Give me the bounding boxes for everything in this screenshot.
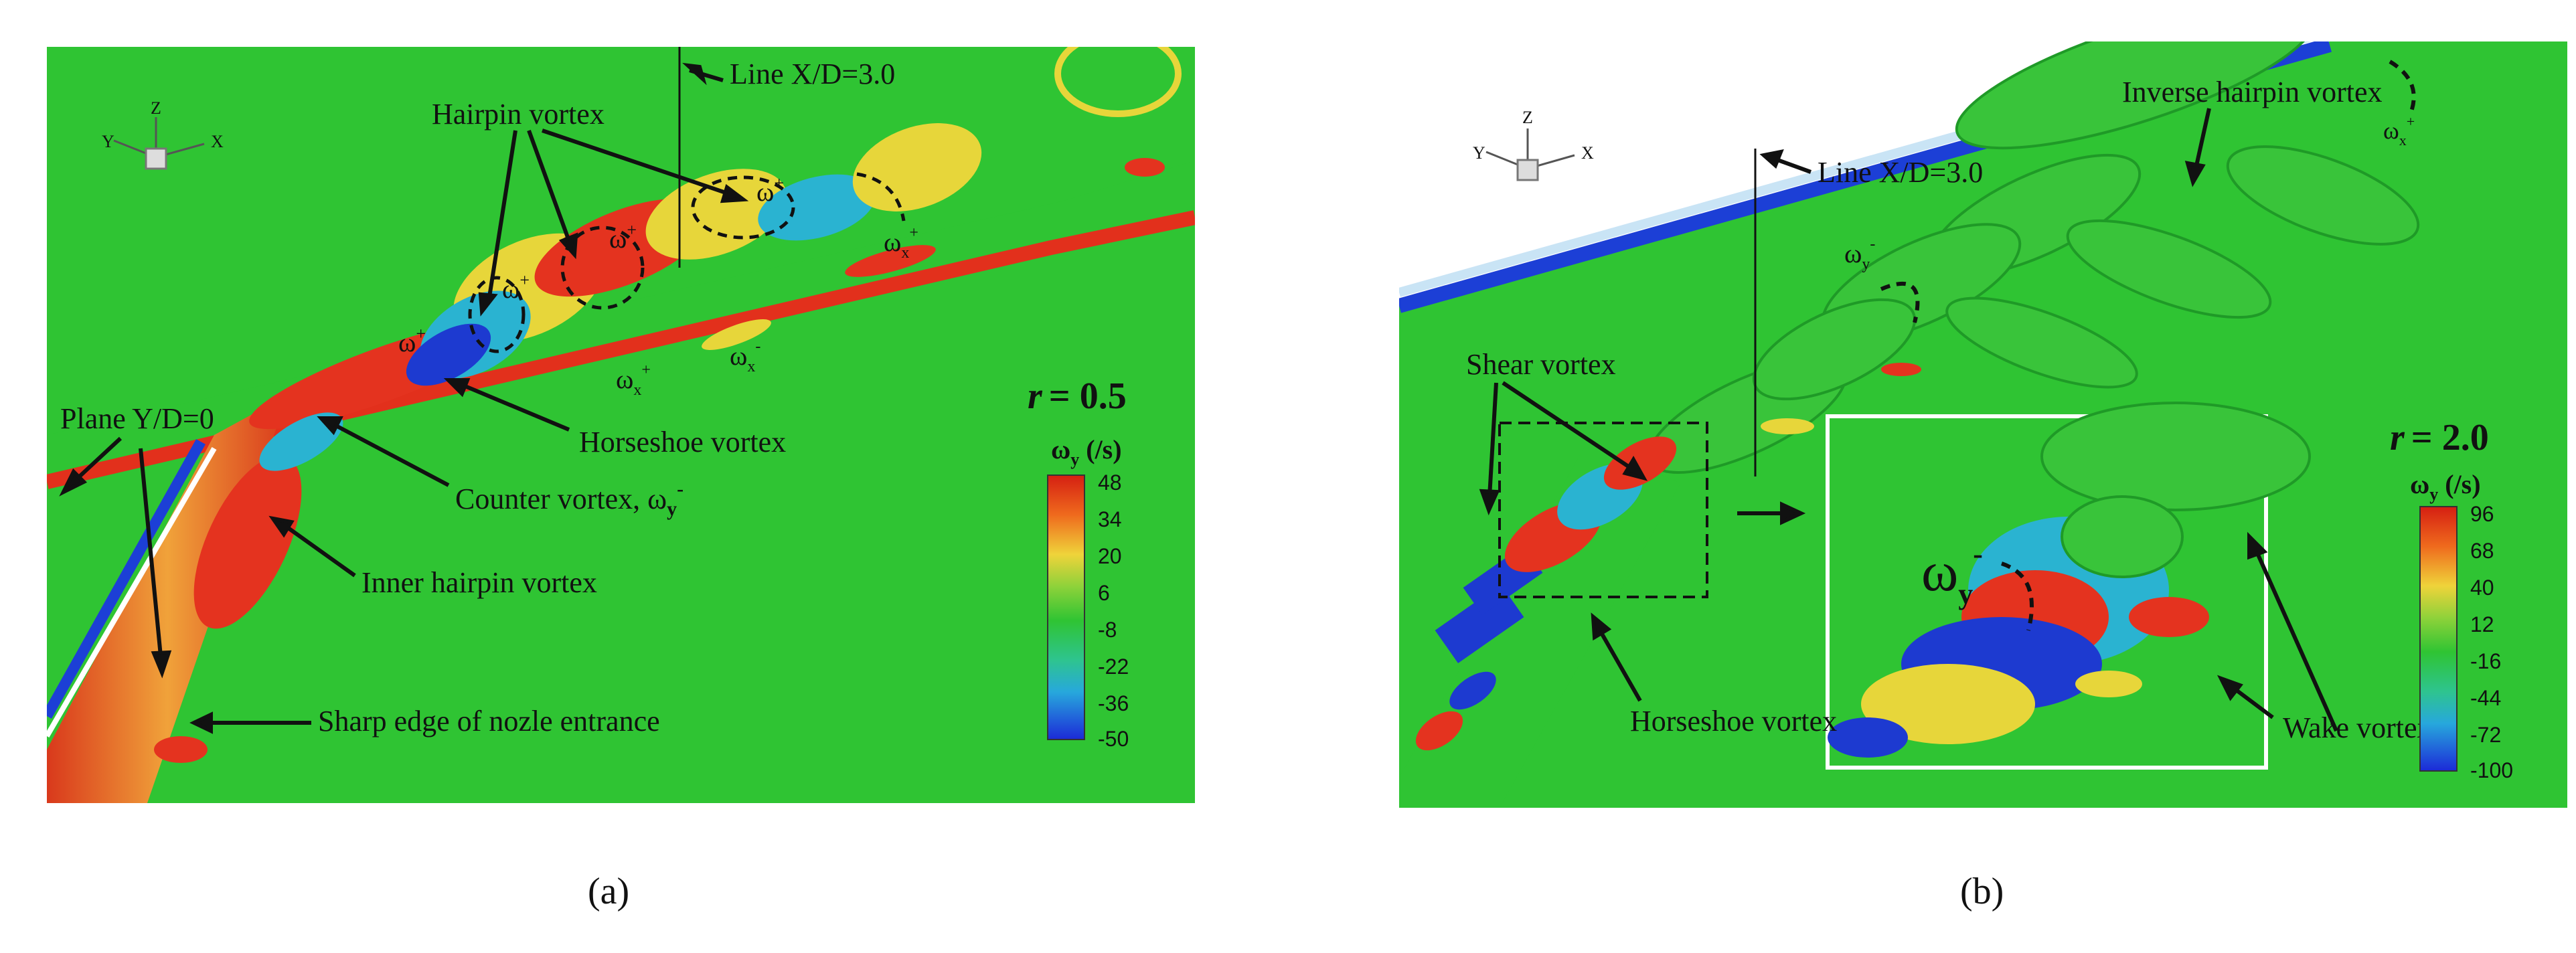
colorbar-b-tick-4: -16 (2470, 649, 2501, 673)
omega-plus-4: ω+ (756, 173, 784, 207)
axis-y-label: Y (102, 132, 114, 151)
hairpin-vortex-label: Hairpin vortex (432, 98, 605, 131)
axis-x-label: X (1581, 143, 1594, 163)
omega-x-minus: ωx- (730, 338, 760, 375)
axis-x-label: X (211, 132, 224, 151)
horseshoe-vortex-label: Horseshoe vortex (1630, 705, 1837, 738)
dashed-loops-b (1880, 60, 2416, 631)
colorbar-title-a: ωy (/s) (1051, 434, 1122, 469)
vortex-structures (154, 47, 1182, 763)
axis-z-label: Z (1522, 108, 1533, 127)
caption-a: (a) (588, 871, 630, 912)
colorbar-b-tick-3: 12 (2470, 612, 2494, 636)
colorbar-a-tick-4: -8 (1098, 618, 1117, 642)
line-x3-label: Line X/D=3.0 (730, 58, 895, 90)
colorbar-b-tick-2: 40 (2470, 576, 2494, 600)
line-x3-label: Line X/D=3.0 (1818, 156, 1983, 189)
colorbar-a-tick-6: -36 (1098, 691, 1129, 715)
panel-a-svg: Z Y X Line X/D= (47, 47, 1195, 803)
lower-vortex-structures (1399, 363, 1921, 808)
colorbar-a-tick-5: -22 (1098, 655, 1129, 679)
inset-zoom-view (1826, 402, 2311, 770)
annotation-arrows-b (1479, 108, 2338, 732)
inset-region-box (1498, 422, 1708, 598)
inner-hairpin-vortex-label: Inner hairpin vortex (361, 566, 597, 599)
colorbar-a-tick-0: 48 (1098, 470, 1122, 495)
sharp-edge-label: Sharp edge of nozle entrance (318, 705, 660, 738)
colorbar-a-tick-3: 6 (1098, 581, 1110, 605)
colorbar-b-tick-7: -100 (2470, 758, 2513, 782)
panel-b-svg: Z Y X Line X/D=3.0 Inverse hairpin vort (1399, 41, 2567, 808)
omega-plus-1: ω+ (398, 324, 426, 357)
annotation-arrows-a (59, 62, 749, 734)
colorbar-b-tick-6: -72 (2470, 723, 2501, 747)
panel-a-figure: Z Y X Line X/D= (47, 47, 1195, 803)
jet-tube-edge-blue (47, 439, 206, 719)
shear-vortex-label: Shear vortex (1466, 348, 1616, 381)
omega-plus-2: ω+ (502, 270, 530, 304)
flow-field-background (47, 47, 1195, 803)
caption-b: (b) (1960, 871, 2004, 912)
omega-x-plus-2: ωx+ (616, 361, 651, 399)
colorbar-a-tick-1: 34 (1098, 507, 1122, 531)
panel-b-figure: Z Y X Line X/D=3.0 Inverse hairpin vort (1399, 41, 2567, 808)
colorbar-a-tick-2: 20 (1098, 544, 1122, 568)
axes-triad (113, 117, 205, 170)
jet-tube-edge-white (47, 446, 217, 738)
inverse-hairpin-vortex-label: Inverse hairpin vortex (2122, 76, 2383, 108)
plane-y0-label: Plane Y/D=0 (60, 402, 214, 435)
colorbar-ticks-b: 96 68 40 12 -16 -44 -72 -100 (2470, 502, 2513, 782)
colorbar-a (1047, 474, 1085, 740)
r-ratio-label-a: r = 0.5 (1028, 375, 1127, 417)
omega-y-minus-inset: ωy- (1921, 537, 1983, 610)
wake-vortex-label: Wake vortex (2283, 711, 2431, 744)
axis-z-label: Z (151, 98, 161, 118)
colorbar-title-b: ωy (/s) (2410, 469, 2481, 504)
omega-y-minus-1: ωy- (1844, 236, 1875, 273)
colorbar-b (2419, 506, 2458, 772)
colorbar-b-tick-5: -44 (2470, 686, 2501, 710)
omega-annotations-a: ω+ ω+ ω+ ω+ ωx+ ωx- ωx+ (398, 173, 918, 399)
colorbar-a-tick-7: -50 (1098, 727, 1129, 751)
hairpin-dashed-loops (468, 172, 906, 353)
colorbar-b-tick-1: 68 (2470, 539, 2494, 563)
wall-edge-red (47, 210, 1195, 489)
omega-x-plus-1: ωx+ (884, 224, 918, 262)
vortex-structures (1647, 41, 2420, 474)
omega-plus-3: ω+ (609, 220, 637, 254)
r-ratio-label-b: r = 2.0 (2390, 417, 2489, 458)
axes-triad (1485, 128, 1575, 181)
colorbar-ticks-a: 48 34 20 6 -8 -22 -36 -50 (1098, 470, 1129, 751)
horseshoe-vortex-label: Horseshoe vortex (579, 426, 786, 458)
counter-vortex-label: Counter vortex, ωy- (455, 478, 683, 520)
axis-y-label: Y (1473, 143, 1485, 163)
omega-annotations-b: ωy- ωx+ ωy- (1844, 113, 2415, 610)
omega-x-plus: ωx+ (2383, 113, 2415, 149)
colorbar-b-tick-0: 96 (2470, 502, 2494, 526)
